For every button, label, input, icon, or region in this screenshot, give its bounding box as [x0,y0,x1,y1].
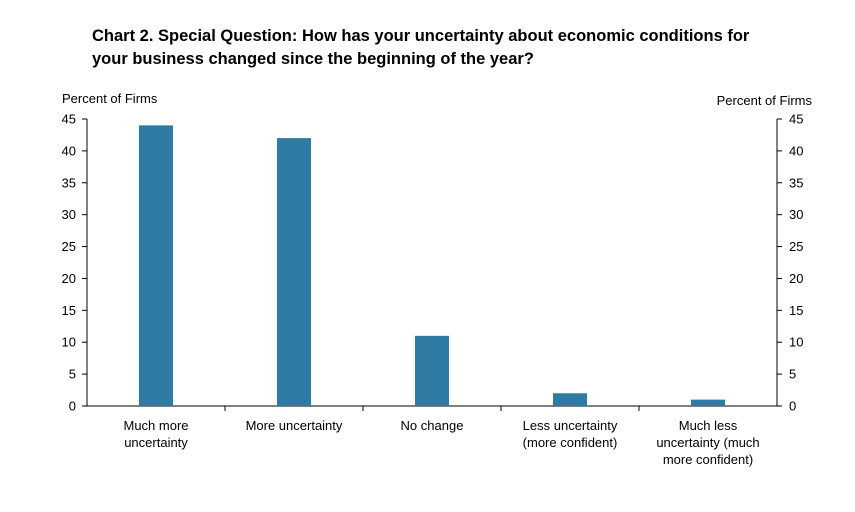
y-tick-label-left-6: 30 [62,207,76,222]
y-tick-label-left-2: 10 [62,335,76,350]
y-tick-label-right-2: 10 [789,335,803,350]
bar-0 [139,125,173,406]
y-tick-label-right-5: 25 [789,239,803,254]
category-label-2: No change [401,418,464,433]
y-tick-label-left-1: 5 [69,367,76,382]
bar-3 [553,393,587,406]
y-tick-label-left-3: 15 [62,303,76,318]
y-tick-label-left-7: 35 [62,175,76,190]
y-tick-label-right-3: 15 [789,303,803,318]
y-tick-label-left-0: 0 [69,399,76,414]
bar-1 [277,138,311,406]
category-label-3-line-0: Less uncertainty [523,418,618,433]
category-label-3: Less uncertainty (more confident) [523,418,618,450]
category-label-4-line-1: uncertainty (much [656,435,759,450]
category-label-0-line-1: uncertainty [124,435,188,450]
chart-title-line-1: Chart 2. Special Question: How has your … [92,27,750,45]
y-axis-label-left: Percent of Firms [62,91,158,106]
bar-2 [415,335,449,406]
y-tick-label-right-9: 45 [789,112,803,127]
category-label-1: More uncertainty [246,418,343,433]
y-tick-label-right-7: 35 [789,175,803,190]
y-tick-label-left-4: 20 [62,271,76,286]
y-tick-label-right-1: 5 [789,367,796,382]
y-tick-label-right-0: 0 [789,399,796,414]
category-label-2-line-0: No change [401,418,464,433]
chart-title-line-2: your business changed since the beginnin… [92,50,534,68]
y-axis-label-right: Percent of Firms [717,93,813,108]
chart-title: Chart 2. Special Question: How has your … [92,25,812,71]
category-label-0-line-0: Much more [123,418,188,433]
y-tick-label-left-9: 45 [62,112,76,127]
y-tick-label-right-4: 20 [789,271,803,286]
y-tick-label-right-8: 40 [789,143,803,158]
category-label-3-line-1: (more confident) [523,435,618,450]
y-tick-label-left-8: 40 [62,143,76,158]
category-label-4-line-0: Much less [679,418,738,433]
category-label-1-line-0: More uncertainty [246,418,343,433]
category-label-0: Much more uncertainty [123,418,188,450]
bar-4 [691,399,725,406]
category-label-4-line-2: more confident) [663,452,753,467]
y-tick-label-right-6: 30 [789,207,803,222]
category-label-4: Much less uncertainty (much more confident… [656,418,759,467]
y-tick-label-left-5: 25 [62,239,76,254]
plot-area: 0 0 5 5 10 10 15 15 20 20 25 25 30 30 35 35 40 40 45 45 Much… [62,112,804,468]
